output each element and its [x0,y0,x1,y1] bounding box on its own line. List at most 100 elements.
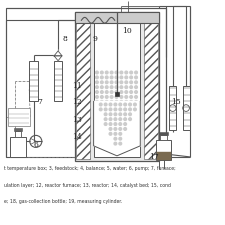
Circle shape [135,86,137,88]
Bar [160,135,167,140]
Circle shape [114,118,117,121]
Circle shape [109,133,112,135]
Circle shape [130,86,133,88]
Circle shape [130,115,133,118]
Circle shape [135,120,137,123]
Circle shape [120,91,123,93]
Circle shape [135,110,137,113]
Circle shape [125,120,128,123]
Circle shape [109,113,112,116]
Circle shape [130,101,133,103]
Bar [159,132,168,135]
Circle shape [101,71,103,74]
Circle shape [105,125,108,128]
Circle shape [120,115,123,118]
Circle shape [135,96,137,98]
Bar [156,140,171,160]
Circle shape [135,115,137,118]
Circle shape [99,108,102,111]
Circle shape [96,76,98,79]
Circle shape [130,140,133,142]
Circle shape [135,81,137,84]
Circle shape [119,123,122,125]
Circle shape [120,71,123,74]
Circle shape [101,91,103,93]
Circle shape [115,91,118,93]
Circle shape [120,81,123,84]
Circle shape [105,101,108,103]
Circle shape [101,120,103,123]
Circle shape [99,103,102,106]
Polygon shape [54,56,62,61]
Text: 11: 11 [72,82,82,90]
Circle shape [115,81,118,84]
Circle shape [105,135,108,137]
Circle shape [105,76,108,79]
Bar [8,108,30,126]
Circle shape [120,125,123,128]
Bar [10,137,26,157]
Circle shape [115,120,118,123]
Circle shape [115,130,118,133]
Circle shape [124,108,126,111]
Circle shape [120,140,123,142]
Bar [115,92,119,96]
Text: 7: 7 [38,99,43,106]
Circle shape [115,86,118,88]
Circle shape [125,135,128,137]
Circle shape [125,105,128,108]
Circle shape [101,76,103,79]
Circle shape [104,118,107,121]
Circle shape [120,130,123,133]
Polygon shape [54,51,62,56]
Circle shape [96,81,98,84]
Circle shape [96,140,98,142]
Bar [76,15,90,159]
Circle shape [109,128,112,130]
Circle shape [105,81,108,84]
Circle shape [110,105,113,108]
Circle shape [135,91,137,93]
Circle shape [129,118,131,121]
Circle shape [124,103,126,106]
Circle shape [125,101,128,103]
Circle shape [96,105,98,108]
Circle shape [120,76,123,79]
Circle shape [124,128,126,130]
Circle shape [125,140,128,142]
Circle shape [114,128,117,130]
Circle shape [101,101,103,103]
Circle shape [110,96,113,98]
Circle shape [135,105,137,108]
Circle shape [119,142,122,145]
Circle shape [110,120,113,123]
Circle shape [105,144,108,147]
Circle shape [101,86,103,88]
Circle shape [134,103,136,106]
Circle shape [110,91,113,93]
Circle shape [130,144,133,147]
Circle shape [125,86,128,88]
Circle shape [101,125,103,128]
Text: 17: 17 [149,153,158,161]
Circle shape [115,71,118,74]
Circle shape [96,86,98,88]
Bar [94,17,140,157]
Circle shape [120,120,123,123]
Circle shape [105,71,108,74]
Circle shape [101,130,103,133]
Circle shape [129,103,131,106]
Circle shape [135,144,137,147]
Circle shape [105,105,108,108]
Circle shape [115,76,118,79]
Circle shape [115,105,118,108]
Circle shape [130,91,133,93]
Circle shape [135,71,137,74]
Circle shape [110,81,113,84]
Circle shape [115,96,118,98]
Circle shape [109,108,112,111]
Circle shape [130,81,133,84]
Circle shape [125,71,128,74]
Circle shape [114,113,117,116]
Circle shape [101,105,103,108]
